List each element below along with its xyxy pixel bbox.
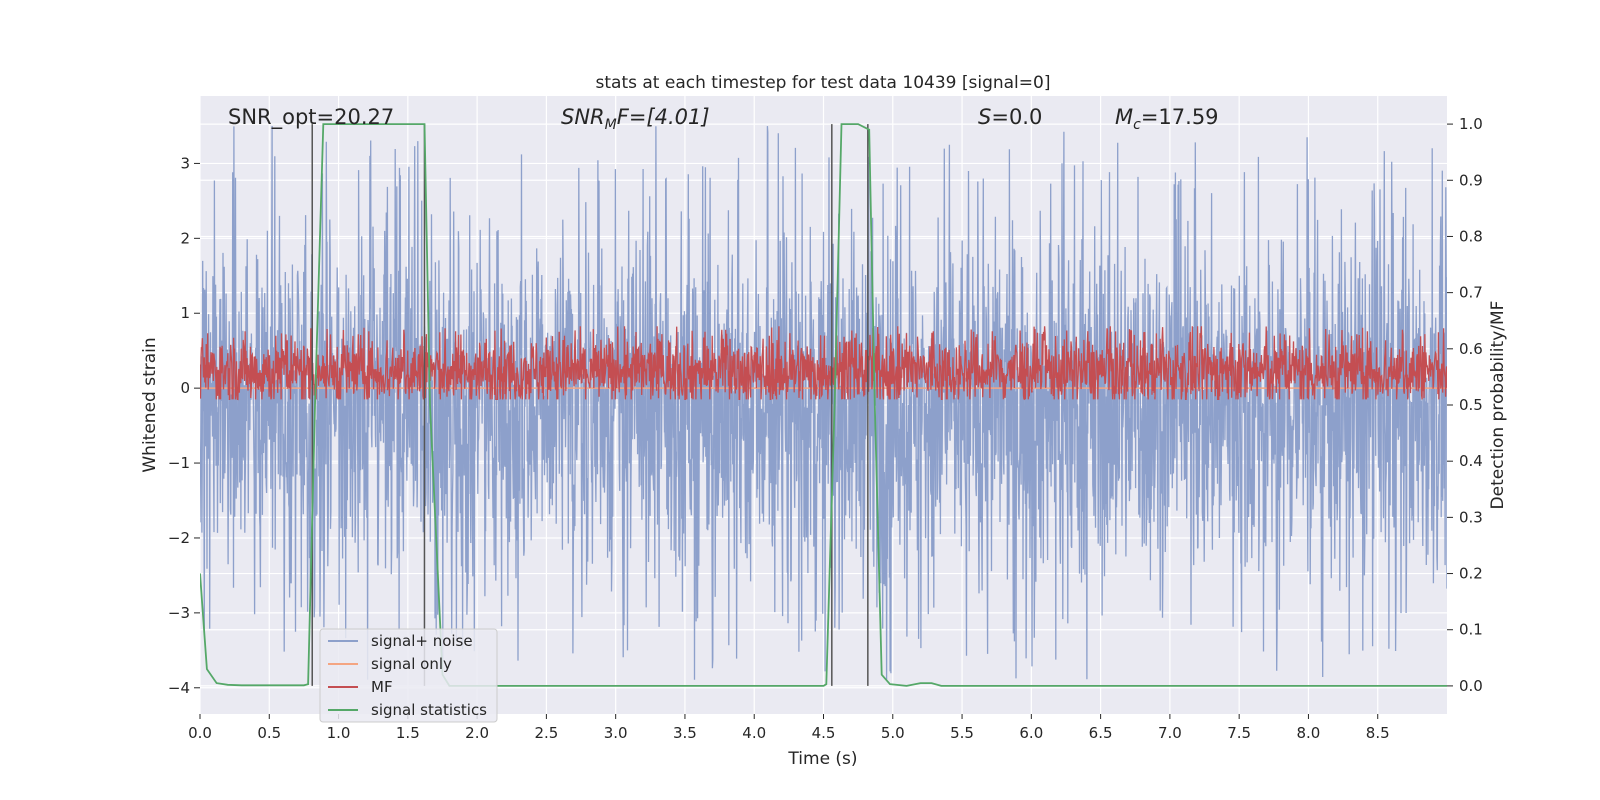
series-signal-statistics [200, 123, 1447, 687]
x-tick-label: 7.0 [1158, 724, 1182, 742]
y-tick-label-right: 0.5 [1459, 396, 1483, 414]
y-tick-label-right: 1.0 [1459, 115, 1483, 133]
y-tick-label-right: 0.8 [1459, 227, 1483, 245]
annotation-s: S=0.0 [978, 105, 1042, 129]
y-tick-label-right: 0.6 [1459, 340, 1483, 358]
annotation-snr-opt: SNR_opt=20.27 [228, 105, 394, 130]
legend: signal+ noise signal only MF signal stat… [319, 628, 498, 723]
y-tick-label-left: −3 [168, 604, 190, 622]
legend-box [319, 628, 498, 723]
x-tick-label: 2.5 [534, 724, 558, 742]
x-tick-label: 0.5 [257, 724, 281, 742]
series-mf [200, 326, 1447, 401]
x-tick-label: 5.5 [950, 724, 974, 742]
y-axis-label-left: Whitened strain [140, 337, 160, 472]
y-tick-label-right: 0.4 [1459, 452, 1483, 470]
legend-label-mf: MF [371, 678, 393, 696]
annotation-snr-mf: SNRMF=[4.01] [561, 105, 710, 133]
x-tick-label: 3.5 [673, 724, 697, 742]
chart-title: stats at each timestep for test data 104… [596, 73, 1051, 93]
y-tick-label-left: −2 [168, 529, 190, 547]
y-tick-label-right: 0.2 [1459, 565, 1483, 583]
x-tick-label: 4.0 [742, 724, 766, 742]
legend-label-signal-statistics: signal statistics [371, 701, 487, 719]
y-tick-label-left: 2 [180, 229, 190, 247]
x-tick-label: 1.0 [327, 724, 351, 742]
y-tick-label-right: 0.0 [1459, 677, 1483, 695]
x-tick-label: 4.5 [812, 724, 836, 742]
y-tick-label-right: 0.7 [1459, 284, 1483, 302]
legend-label-signal-only: signal only [371, 655, 452, 673]
legend-label-signal-noise: signal+ noise [371, 632, 473, 650]
x-tick-label: 5.0 [881, 724, 905, 742]
y-tick-label-left: 0 [180, 379, 190, 397]
x-tick-label: 3.0 [604, 724, 628, 742]
y-tick-label-left: 1 [180, 304, 190, 322]
x-tick-label: 8.5 [1366, 724, 1390, 742]
x-tick-label: 7.5 [1227, 724, 1251, 742]
x-tick-label: 1.5 [396, 724, 420, 742]
x-tick-label: 6.5 [1089, 724, 1113, 742]
annotation-mc: Mc=17.59 [1115, 105, 1219, 133]
y-tick-label-right: 0.9 [1459, 171, 1483, 189]
y-tick-label-left: −4 [168, 679, 190, 697]
y-tick-label-left: −1 [168, 454, 190, 472]
x-tick-label: 6.0 [1019, 724, 1043, 742]
y-axis-label-right: Detection probability/MF [1488, 301, 1508, 510]
tick-labels: 0.0 0.5 1.0 1.5 2.0 2.5 3.0 3.5 4.0 4.5 5.0 5.5 6.0 6… [168, 115, 1483, 742]
x-tick-label: 0.0 [188, 724, 212, 742]
x-tick-label: 2.0 [465, 724, 489, 742]
x-tick-label: 8.0 [1297, 724, 1321, 742]
data-layer [200, 123, 1447, 687]
y-tick-label-right: 0.1 [1459, 621, 1483, 639]
y-tick-label-right: 0.3 [1459, 508, 1483, 526]
y-tick-label-left: 3 [180, 154, 190, 172]
x-axis-label: Time (s) [787, 749, 857, 769]
